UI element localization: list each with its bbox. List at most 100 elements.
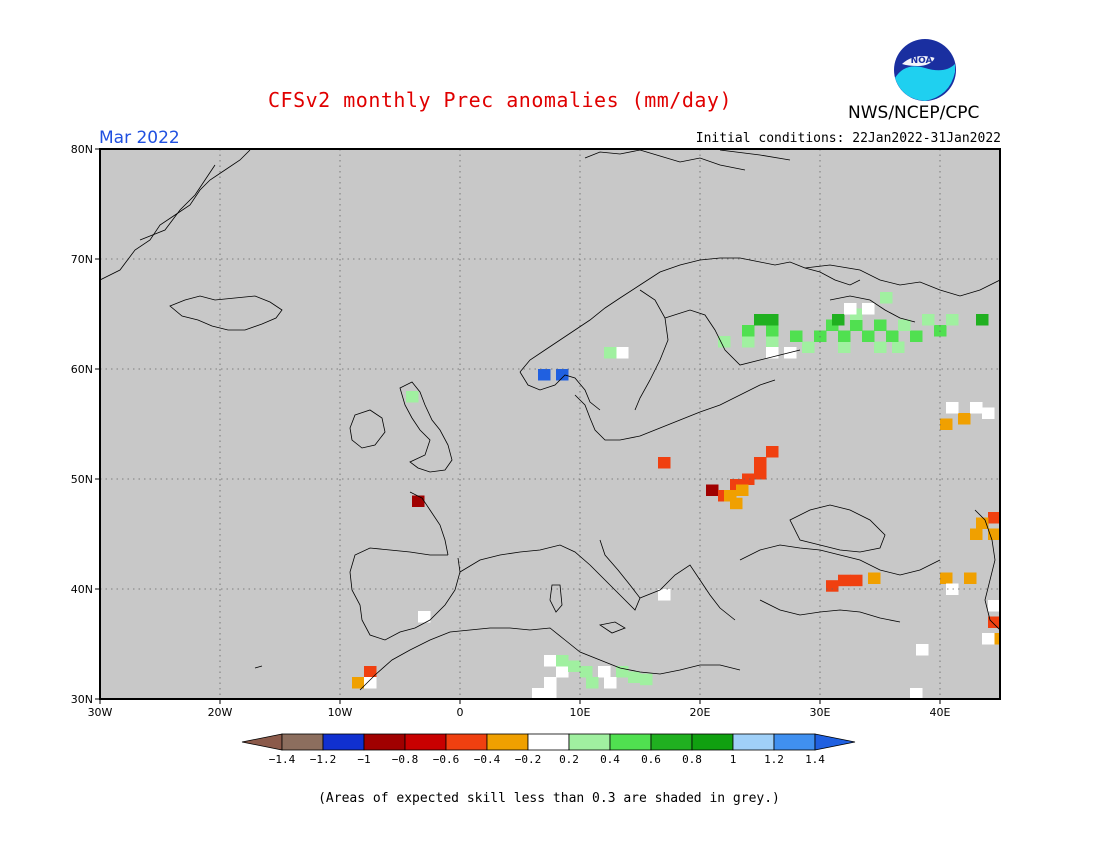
- anomaly-cell: [874, 319, 887, 331]
- colorbar-box: [363, 733, 406, 751]
- anomaly-cell: [976, 517, 989, 529]
- colorbar-label: 1.2: [764, 753, 784, 766]
- anomaly-cell: [976, 314, 989, 326]
- initial-conditions: Initial conditions: 22Jan2022-31Jan2022: [695, 131, 1001, 146]
- anomaly-cell: [724, 490, 737, 502]
- anomaly-cell: [964, 572, 977, 584]
- anomaly-cell: [802, 341, 815, 353]
- colorbar-label: −1.4: [269, 753, 296, 766]
- colorbar-label: −0.2: [515, 753, 542, 766]
- anomaly-cell: [568, 660, 581, 672]
- map-background: [100, 149, 1000, 699]
- anomaly-cell: [556, 369, 569, 381]
- latitude-label: 40N: [71, 583, 93, 596]
- anomaly-cell: [640, 673, 653, 686]
- anomaly-cell: [538, 369, 551, 381]
- latitude-label: 50N: [71, 473, 93, 486]
- anomaly-cell: [718, 336, 731, 348]
- anomaly-cell: [556, 655, 569, 667]
- anomaly-cell: [874, 341, 887, 353]
- latitude-label: 60N: [71, 363, 93, 376]
- anomaly-cell: [970, 402, 983, 414]
- colorbar-label: −0.4: [474, 753, 501, 766]
- anomaly-cell: [412, 495, 425, 507]
- colorbar-label: 0.4: [600, 753, 620, 766]
- forecast-month: Mar 2022: [99, 128, 180, 148]
- anomaly-cell: [910, 688, 923, 699]
- anomaly-cell: [766, 325, 779, 337]
- anomaly-cell: [556, 666, 569, 678]
- anomaly-cell: [850, 574, 863, 587]
- anomaly-cell: [754, 314, 767, 326]
- anomaly-cell: [838, 330, 851, 342]
- anomaly-cell: [544, 688, 557, 699]
- anomaly-cell: [418, 611, 431, 623]
- anomaly-cell: [598, 666, 611, 678]
- anomaly-cell: [910, 330, 923, 342]
- anomaly-cell: [946, 314, 959, 326]
- anomaly-cell: [544, 655, 557, 667]
- coastlines: [100, 149, 1000, 691]
- anomaly-cell: [838, 574, 851, 587]
- anomaly-cell: [970, 528, 983, 540]
- colorbar-box: [568, 733, 611, 751]
- anomaly-cell: [946, 583, 959, 595]
- anomaly-cell: [766, 347, 779, 359]
- colorbar-label: −0.6: [433, 753, 460, 766]
- anomaly-cell: [364, 666, 377, 678]
- colorbar-label: 1.4: [805, 753, 825, 766]
- anomaly-cell: [742, 336, 755, 348]
- anomaly-cell: [862, 330, 875, 342]
- colorbar-label: −0.8: [392, 753, 419, 766]
- anomaly-cell: [826, 580, 839, 592]
- anomaly-cell: [922, 314, 935, 326]
- longitude-label: 10E: [570, 706, 591, 719]
- anomaly-cell: [886, 330, 899, 342]
- anomaly-cell: [892, 341, 905, 353]
- anomaly-cell: [532, 688, 545, 699]
- anomaly-cell: [352, 677, 365, 689]
- anomaly-cell: [880, 292, 893, 304]
- anomaly-cell: [742, 325, 755, 337]
- colorbar-label: 0.8: [682, 753, 702, 766]
- anomaly-cell: [988, 616, 1000, 628]
- colorbar-box: [609, 733, 652, 751]
- colorbar-box: [650, 733, 693, 751]
- anomaly-cell: [766, 314, 779, 326]
- anomaly-cell: [706, 484, 719, 496]
- anomaly-cell: [850, 319, 863, 331]
- anomaly-cell: [898, 319, 911, 331]
- anomaly-cell: [940, 572, 953, 584]
- anomaly-cell: [754, 457, 767, 469]
- map-gridlines: [100, 149, 1000, 699]
- anomaly-cell: [364, 677, 377, 689]
- map-frame: [99, 148, 1001, 700]
- anomaly-cell: [742, 473, 755, 485]
- anomaly-cell: [862, 303, 875, 315]
- anomaly-cell: [838, 341, 851, 353]
- map-title: CFSv2 monthly Prec anomalies (mm/day): [267, 88, 733, 112]
- colorbar-box: [486, 733, 529, 751]
- colorbar: [241, 733, 856, 751]
- latitude-label: 70N: [71, 253, 93, 266]
- colorbar-box: [732, 733, 775, 751]
- anomaly-cell: [844, 303, 857, 315]
- colorbar-label: 0.2: [559, 753, 579, 766]
- anomaly-cell: [754, 468, 767, 480]
- colorbar-box: [445, 733, 488, 751]
- anomaly-cell: [982, 407, 995, 419]
- colorbar-right-arrow: [814, 733, 856, 751]
- skill-footnote: (Areas of expected skill less than 0.3 a…: [318, 791, 780, 806]
- colorbar-label: 1: [730, 753, 737, 766]
- anomaly-cell: [766, 336, 779, 348]
- anomaly-cell: [868, 572, 881, 584]
- longitude-label: 20W: [208, 706, 233, 719]
- colorbar-box: [404, 733, 447, 751]
- anomaly-cell: [544, 677, 557, 689]
- anomaly-cell: [580, 666, 593, 678]
- latitude-label: 80N: [71, 143, 93, 156]
- latitude-label: 30N: [71, 693, 93, 706]
- anomaly-cell: [832, 314, 845, 326]
- agency-label: NWS/NCEP/CPC: [848, 103, 980, 123]
- anomaly-cell: [406, 391, 419, 403]
